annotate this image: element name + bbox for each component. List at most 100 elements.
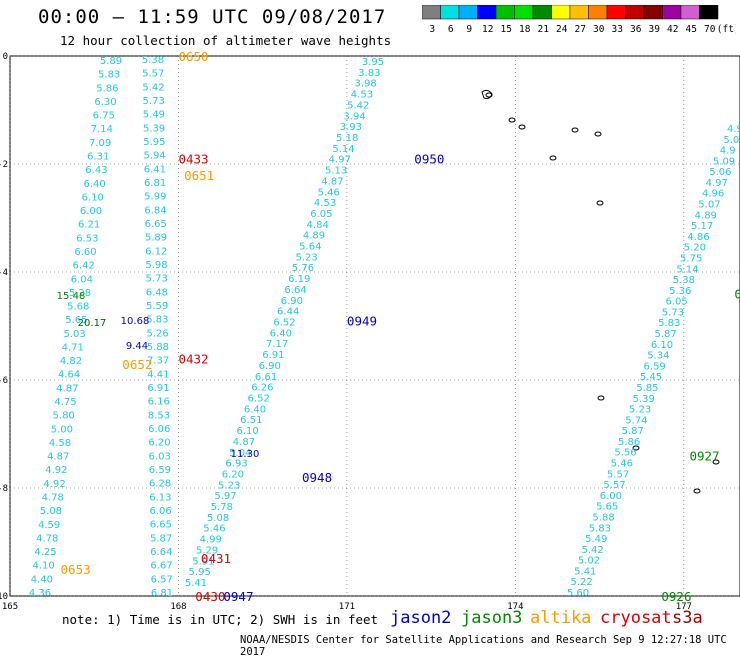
- swh-value: 5.64: [299, 242, 321, 253]
- swh-value: 5.49: [585, 534, 607, 545]
- swh-value: 5.99: [144, 192, 166, 203]
- swh-value: 6.05: [665, 297, 687, 308]
- page-title: 00:00 — 11:59 UTC 09/08/2017: [38, 6, 387, 28]
- swh-value: 5.95: [189, 567, 211, 578]
- swh-value: 6.31: [87, 151, 109, 162]
- swh-value: 5.94: [143, 151, 165, 162]
- color-scale-label: 39: [649, 24, 661, 35]
- swh-value: 5.65: [596, 502, 618, 513]
- swh-value: 4.78: [36, 533, 58, 544]
- swh-value: 5.13: [325, 166, 347, 177]
- swh-value: 6.06: [149, 506, 171, 517]
- island-outline: [481, 89, 493, 99]
- color-scale-label: 21: [538, 24, 550, 35]
- swh-value: 4.87: [321, 176, 343, 187]
- swh-value: 5.23: [295, 252, 317, 263]
- swh-value: 6.16: [148, 397, 170, 408]
- island-outline: [597, 395, 605, 401]
- swh-value: 5.00: [51, 424, 73, 435]
- pass-time-label-jason2: 0949: [347, 314, 377, 329]
- swh-value: 6.10: [82, 192, 104, 203]
- swh-value: 5.87: [150, 533, 172, 544]
- swh-value: 5.98: [145, 260, 167, 271]
- color-scale-label: 15: [501, 24, 512, 35]
- color-scale-label: (ft): [717, 24, 736, 35]
- x-tick-label: 168: [170, 602, 186, 612]
- y-tick-label: -4: [0, 268, 8, 278]
- pass-time-label-cryosat: 0433: [178, 152, 208, 167]
- swh-value: 6.91: [262, 350, 284, 361]
- swh-value: 4.53: [351, 90, 373, 101]
- swh-value: 6.90: [259, 361, 281, 372]
- swh-value: 6.28: [149, 479, 171, 490]
- swh-value: 5.20: [684, 243, 706, 254]
- swh-value: 7.14: [91, 124, 113, 135]
- legend-altika: altika: [530, 608, 592, 628]
- swh-value: 5.0: [723, 135, 739, 146]
- swh-value: 5.06: [709, 167, 731, 178]
- color-swatch: [680, 5, 700, 20]
- island-outline: [549, 155, 557, 161]
- swh-value: 4.36: [29, 588, 51, 599]
- swh-value: 5.36: [669, 286, 691, 297]
- swh-value: 5.86: [96, 83, 118, 94]
- swh-value: 4.58: [49, 438, 71, 449]
- swh-value: 3.95: [362, 57, 384, 68]
- color-swatch: [699, 5, 719, 20]
- swh-value: 5.87: [622, 426, 644, 437]
- swh-value: 6.41: [144, 164, 166, 175]
- swh-value: 5.57: [607, 469, 629, 480]
- swh-high-value: 20.17: [78, 318, 107, 329]
- color-swatch: [477, 5, 497, 20]
- swh-value: 6.57: [151, 574, 173, 585]
- swh-value: 6.04: [71, 274, 93, 285]
- swh-value: 6.52: [273, 318, 295, 329]
- swh-value: 5.03: [63, 329, 85, 340]
- altimeter-map: 165 168 171 174 177 0 -2 -4 -6 -8 -10 5.89 5.83 5.86 6…: [0, 50, 740, 612]
- swh-value: 5.29: [196, 545, 218, 556]
- swh-value: 5.41: [574, 566, 596, 577]
- swh-value: 4.82: [60, 356, 82, 367]
- island-outline: [508, 117, 516, 123]
- color-scale-label: 42: [667, 24, 678, 35]
- swh-value: 5.41: [185, 578, 207, 589]
- swh-value: 5.39: [633, 394, 655, 405]
- swh-high-value: 10.68: [121, 316, 150, 327]
- pass-time-label-altika: 0652: [122, 357, 152, 372]
- color-scale-label: 6: [448, 24, 454, 35]
- swh-value: 5.23: [218, 480, 240, 491]
- swh-value: 6.81: [144, 178, 166, 189]
- swh-value: 6.26: [251, 383, 273, 394]
- color-scale-label: 18: [519, 24, 531, 35]
- swh-value: 5.89: [145, 233, 167, 244]
- swh-value: 5.95: [143, 137, 165, 148]
- swh-value: 6.43: [85, 165, 107, 176]
- color-scale-label: 70: [704, 24, 716, 35]
- swh-value: 4.40: [31, 574, 53, 585]
- swh-value: 5.34: [647, 351, 669, 362]
- swh-value: 5.38: [673, 275, 695, 286]
- color-scale-label: 33: [612, 24, 623, 35]
- swh-value: 5.68: [67, 302, 89, 313]
- swh-value: 5.18: [336, 133, 358, 144]
- x-tick-label: 174: [507, 602, 523, 612]
- color-scale-label: 27: [575, 24, 586, 35]
- pass-time-label-altika: 0653: [61, 562, 91, 577]
- swh-value: 5.39: [143, 123, 165, 134]
- swh-value: 5.73: [146, 274, 168, 285]
- swh-value: 5.09: [713, 156, 735, 167]
- pass-time-label-jason2: 0947: [223, 589, 253, 604]
- swh-value: 5.75: [680, 253, 702, 264]
- color-swatch: [569, 5, 589, 20]
- swh-value: 5.28: [69, 288, 91, 299]
- swh-value: 5.83: [146, 315, 168, 326]
- swh-value: 4.64: [58, 370, 80, 381]
- color-swatch: [606, 5, 626, 20]
- swh-value: 5.87: [654, 329, 676, 340]
- swh-high-value: 9.44: [126, 341, 148, 352]
- swh-value: 5.08: [40, 506, 62, 517]
- swh-value: 5.89: [100, 56, 122, 67]
- swh-value: 6.00: [80, 206, 102, 217]
- color-scale-label: 36: [630, 24, 642, 35]
